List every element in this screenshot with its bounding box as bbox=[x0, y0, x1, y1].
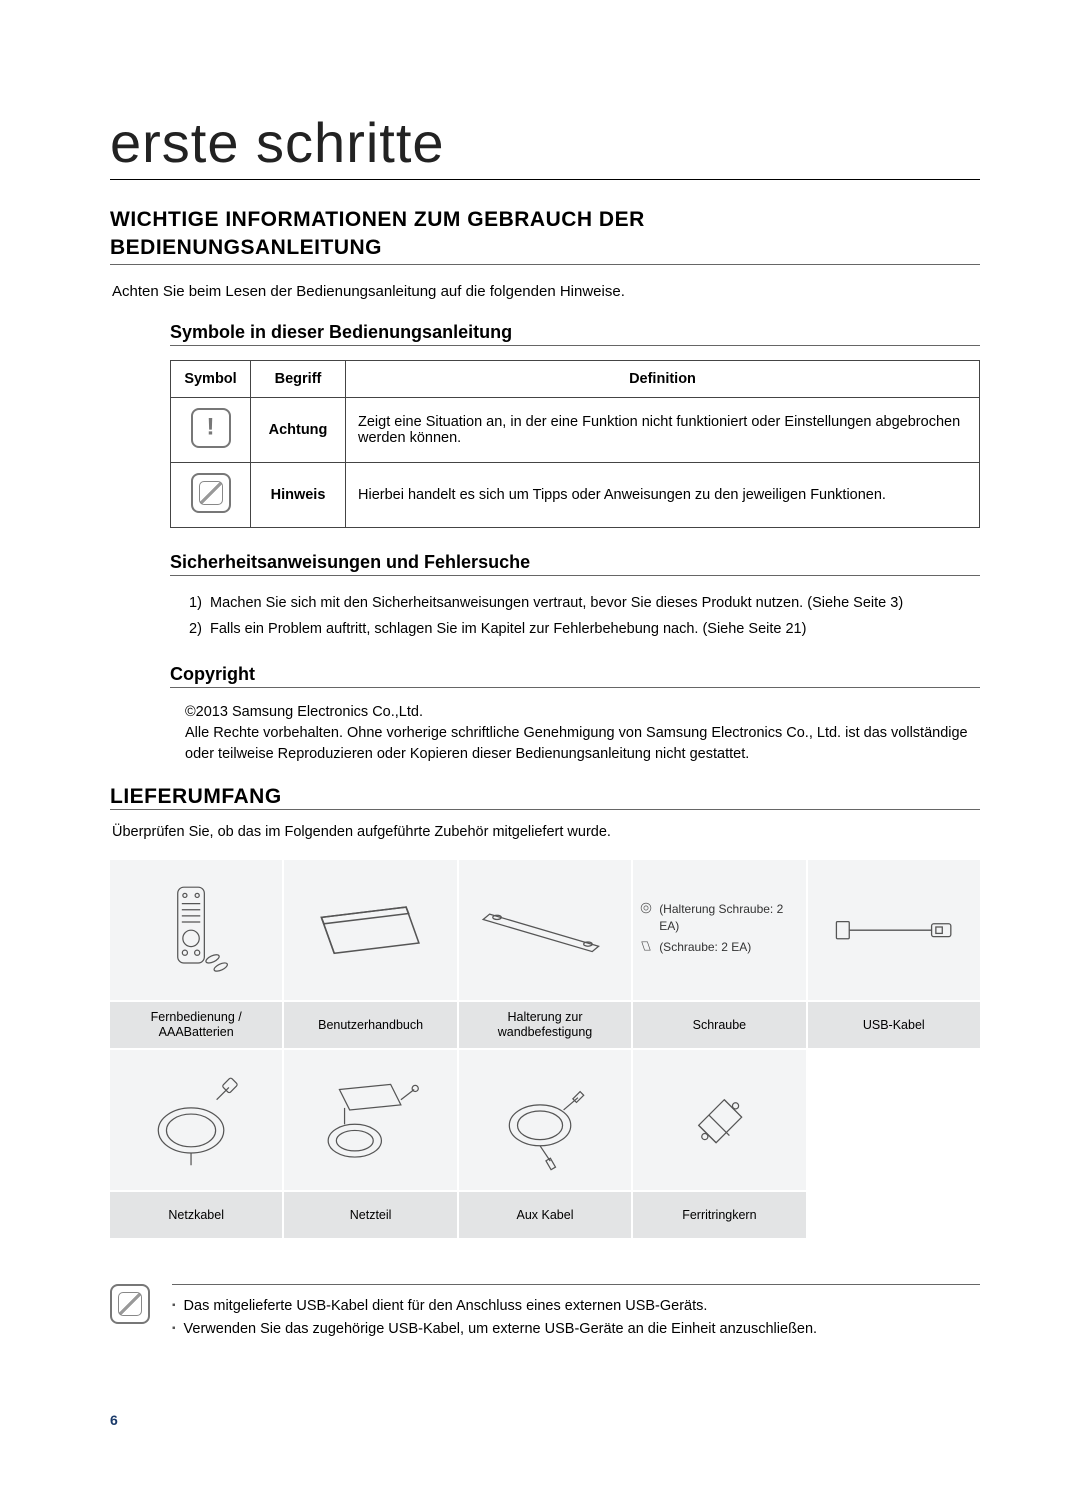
item-image-ferrite bbox=[633, 1050, 805, 1190]
item-image-usb bbox=[808, 860, 980, 1000]
item-label: Fernbedienung / AAABatterien bbox=[110, 1002, 282, 1048]
page-number: 6 bbox=[110, 1412, 118, 1428]
copyright-heading: Copyright bbox=[170, 664, 980, 685]
screw-icon bbox=[639, 939, 653, 953]
item-image-powercord bbox=[110, 1050, 282, 1190]
screw-washer-icon bbox=[639, 901, 653, 915]
symbols-table: Symbol Begriff Definition Achtung Zeigt … bbox=[170, 360, 980, 528]
section-h1-line2: BEDIENUNGSANLEITUNG bbox=[110, 236, 980, 260]
bracket-icon bbox=[481, 879, 609, 981]
section-info-heading: WICHTIGE INFORMATIONEN ZUM GEBRAUCH DER … bbox=[110, 208, 980, 260]
copyright-line2: Alle Rechte vorbehalten. Ohne vorherige … bbox=[185, 723, 980, 765]
powercord-icon bbox=[132, 1069, 260, 1171]
list-item: Das mitgelieferte USB-Kabel dient für de… bbox=[172, 1295, 980, 1317]
caution-icon bbox=[191, 408, 231, 448]
section-info-intro: Achten Sie beim Lesen der Bedienungsanle… bbox=[112, 283, 980, 300]
definition-cell: Hierbei handelt es sich um Tipps oder An… bbox=[346, 463, 980, 528]
item-label: Netzteil bbox=[284, 1192, 456, 1238]
col-term: Begriff bbox=[251, 361, 346, 398]
symbol-caution-icon bbox=[171, 398, 251, 463]
term-cell: Achtung bbox=[251, 398, 346, 463]
item-image-manual bbox=[284, 860, 456, 1000]
item-label: Ferritringkern bbox=[633, 1192, 805, 1238]
item-image-bracket bbox=[459, 860, 631, 1000]
rule bbox=[170, 575, 980, 576]
definition-cell: Zeigt eine Situation an, in der eine Fun… bbox=[346, 398, 980, 463]
col-definition: Definition bbox=[346, 361, 980, 398]
symbol-note-icon bbox=[171, 463, 251, 528]
item-label: Halterung zur wandbefestigung bbox=[459, 1002, 631, 1048]
item-label-blank bbox=[808, 1192, 980, 1238]
delivery-heading: LIEFERUMFANG bbox=[110, 785, 980, 809]
item-image-blank bbox=[808, 1050, 980, 1190]
table-row: Hinweis Hierbei handelt es sich um Tipps… bbox=[171, 463, 980, 528]
item-image-remote bbox=[110, 860, 282, 1000]
note-icon bbox=[191, 473, 231, 513]
list-item: Machen Sie sich mit den Sicherheitsanwei… bbox=[210, 590, 980, 616]
table-row: Achtung Zeigt eine Situation an, in der … bbox=[171, 398, 980, 463]
item-label: Aux Kabel bbox=[459, 1192, 631, 1238]
item-image-aux bbox=[459, 1050, 631, 1190]
item-image-screws: (Halterung Schraube: 2 EA) (Schraube: 2 … bbox=[633, 860, 805, 1000]
aux-cable-icon bbox=[481, 1069, 609, 1171]
remote-icon bbox=[132, 879, 260, 981]
footer-note-text: Das mitgelieferte USB-Kabel dient für de… bbox=[172, 1284, 980, 1340]
rule bbox=[110, 264, 980, 265]
item-label: Netzkabel bbox=[110, 1192, 282, 1238]
section-h1-line1: WICHTIGE INFORMATIONEN ZUM GEBRAUCH DER bbox=[110, 208, 980, 232]
footer-note-icon-col bbox=[110, 1284, 154, 1329]
delivery-grid: (Halterung Schraube: 2 EA) (Schraube: 2 … bbox=[110, 860, 980, 1238]
adapter-icon bbox=[306, 1069, 434, 1171]
safety-list: Machen Sie sich mit den Sicherheitsanwei… bbox=[190, 590, 980, 642]
item-label: Benutzerhandbuch bbox=[284, 1002, 456, 1048]
page-title: erste schritte bbox=[110, 110, 980, 180]
list-item: Verwenden Sie das zugehörige USB-Kabel, … bbox=[172, 1318, 980, 1340]
ferrite-icon bbox=[655, 1069, 783, 1171]
list-item: Falls ein Problem auftritt, schlagen Sie… bbox=[210, 616, 980, 642]
item-image-adapter bbox=[284, 1050, 456, 1190]
screw-labels: (Halterung Schraube: 2 EA) (Schraube: 2 … bbox=[639, 901, 799, 959]
screw-label-a: (Halterung Schraube: 2 EA) bbox=[659, 901, 799, 935]
rule bbox=[170, 345, 980, 346]
screw-label-b: (Schraube: 2 EA) bbox=[659, 939, 751, 956]
item-label: Schraube bbox=[633, 1002, 805, 1048]
footer-note: Das mitgelieferte USB-Kabel dient für de… bbox=[110, 1284, 980, 1340]
rule bbox=[110, 809, 980, 810]
symbols-heading: Symbole in dieser Bedienungsanleitung bbox=[170, 322, 980, 343]
col-symbol: Symbol bbox=[171, 361, 251, 398]
table-header-row: Symbol Begriff Definition bbox=[171, 361, 980, 398]
copyright-line1: ©2013 Samsung Electronics Co.,Ltd. bbox=[185, 702, 980, 723]
rule bbox=[170, 687, 980, 688]
safety-heading: Sicherheitsanweisungen und Fehlersuche bbox=[170, 552, 980, 573]
manual-icon bbox=[306, 879, 434, 981]
item-label: USB-Kabel bbox=[808, 1002, 980, 1048]
term-cell: Hinweis bbox=[251, 463, 346, 528]
delivery-intro: Überprüfen Sie, ob das im Folgenden aufg… bbox=[112, 824, 980, 840]
usb-cable-icon bbox=[830, 879, 958, 981]
note-icon bbox=[110, 1284, 150, 1324]
